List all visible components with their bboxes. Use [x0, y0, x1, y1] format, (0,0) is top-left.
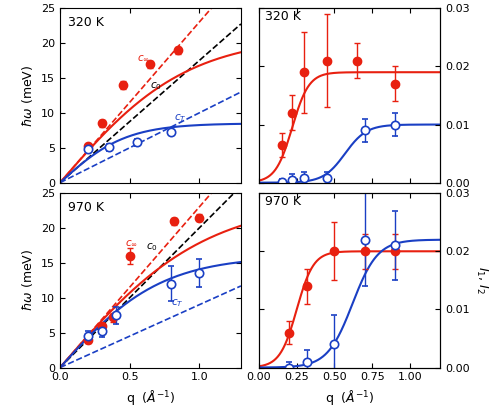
Text: $c_0$: $c_0$ — [146, 241, 158, 253]
Text: $c_T$: $c_T$ — [172, 297, 184, 309]
Text: $c_\infty$: $c_\infty$ — [136, 53, 149, 64]
X-axis label: q  ($\AA^{-1}$): q ($\AA^{-1}$) — [126, 388, 176, 407]
Text: 970 K: 970 K — [68, 201, 104, 214]
X-axis label: q  ($\AA^{-1}$): q ($\AA^{-1}$) — [324, 388, 374, 407]
Text: 320 K: 320 K — [265, 10, 301, 23]
Y-axis label: $\hbar\omega$ (meV): $\hbar\omega$ (meV) — [20, 64, 36, 127]
Text: $c_0$: $c_0$ — [150, 81, 162, 92]
Y-axis label: $I_1$, $I_2$: $I_1$, $I_2$ — [474, 266, 489, 294]
Text: 320 K: 320 K — [68, 16, 104, 28]
Text: $c_T$: $c_T$ — [174, 112, 186, 123]
Text: 970 K: 970 K — [265, 195, 301, 208]
Y-axis label: $\hbar\omega$ (meV): $\hbar\omega$ (meV) — [20, 249, 36, 311]
Text: $c_\infty$: $c_\infty$ — [126, 238, 138, 248]
